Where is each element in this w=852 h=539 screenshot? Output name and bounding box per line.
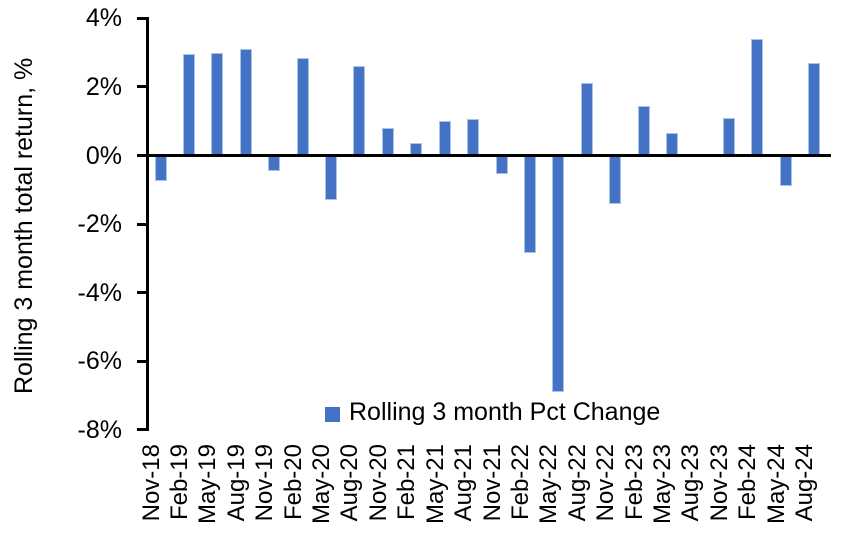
y-axis-tick <box>137 154 148 157</box>
x-axis-label-Nov-21: Nov-21 <box>478 444 506 522</box>
y-axis-tick-label: -4% <box>77 278 122 307</box>
x-axis-label-Nov-22: Nov-22 <box>592 444 620 522</box>
x-axis-label-Aug-21: Aug-21 <box>450 444 478 522</box>
bar-Nov-23[interactable] <box>722 117 735 156</box>
x-axis-label-Nov-20: Nov-20 <box>364 444 392 522</box>
x-axis-label-Feb-23: Feb-23 <box>620 444 648 521</box>
x-axis-label-Feb-20: Feb-20 <box>279 444 307 521</box>
x-axis-label-Feb-22: Feb-22 <box>506 444 534 521</box>
bar-Nov-18[interactable] <box>154 155 167 182</box>
y-axis-tick <box>137 291 148 295</box>
bar-Aug-24[interactable] <box>808 62 821 156</box>
x-axis-label-May-20: May-20 <box>308 444 336 525</box>
x-axis-label-May-21: May-21 <box>421 444 449 525</box>
x-axis-label-Aug-24: Aug-24 <box>791 444 819 522</box>
y-axis-tick <box>137 359 148 363</box>
x-axis-label-May-23: May-23 <box>649 444 677 525</box>
x-axis-label-Nov-23: Nov-23 <box>705 444 733 522</box>
y-axis-title: Rolling 3 month total return, % <box>10 57 38 394</box>
x-axis-label-May-22: May-22 <box>535 444 563 525</box>
x-axis-label-Aug-23: Aug-23 <box>677 444 705 522</box>
x-axis-label-May-24: May-24 <box>762 444 790 525</box>
bar-Feb-20[interactable] <box>296 57 309 156</box>
y-axis-tick-label: 2% <box>85 72 122 101</box>
y-axis-tick <box>137 222 148 226</box>
bar-Nov-21[interactable] <box>495 155 508 175</box>
bar-May-20[interactable] <box>325 155 338 201</box>
y-axis-tick <box>137 16 148 20</box>
y-axis-tick-label: -2% <box>77 210 122 239</box>
x-axis-label-Nov-18: Nov-18 <box>137 444 165 522</box>
bar-Aug-19[interactable] <box>239 49 252 156</box>
y-axis-tick-label: 4% <box>85 4 122 33</box>
x-axis-label-Feb-24: Feb-24 <box>734 444 762 521</box>
bar-Aug-22[interactable] <box>580 83 593 156</box>
bar-May-19[interactable] <box>211 52 224 156</box>
bar-Feb-23[interactable] <box>637 105 650 156</box>
x-axis-label-Feb-21: Feb-21 <box>393 444 421 521</box>
bar-May-23[interactable] <box>666 133 679 156</box>
legend-color-swatch <box>325 406 340 422</box>
bar-Aug-21[interactable] <box>467 119 480 156</box>
legend[interactable]: Rolling 3 month Pct Change <box>325 399 660 425</box>
x-axis-label-Aug-22: Aug-22 <box>563 444 591 522</box>
bar-Feb-24[interactable] <box>751 38 764 156</box>
bar-Nov-22[interactable] <box>609 155 622 204</box>
x-axis-label-May-19: May-19 <box>194 444 222 525</box>
bar-May-21[interactable] <box>438 121 451 156</box>
bar-Feb-22[interactable] <box>523 155 536 254</box>
y-axis-tick-label: -8% <box>77 415 122 444</box>
bar-Nov-19[interactable] <box>268 155 281 171</box>
bar-Aug-20[interactable] <box>353 66 366 156</box>
y-axis-tick <box>137 85 148 89</box>
x-axis-zero-line <box>146 154 831 157</box>
y-axis-tick-label: -6% <box>77 347 122 376</box>
bar-Nov-20[interactable] <box>381 128 394 156</box>
x-axis-label-Aug-20: Aug-20 <box>336 444 364 522</box>
x-axis-label-Aug-19: Aug-19 <box>222 444 250 522</box>
bar-May-24[interactable] <box>779 155 792 187</box>
bar-May-22[interactable] <box>552 155 565 393</box>
y-axis-tick-label: 0% <box>85 141 122 170</box>
x-axis-label-Feb-19: Feb-19 <box>165 444 193 521</box>
bar-Feb-19[interactable] <box>182 54 195 156</box>
y-axis-tick <box>137 428 148 432</box>
legend-label: Rolling 3 month Pct Change <box>349 398 661 426</box>
x-axis-label-Nov-19: Nov-19 <box>251 444 279 522</box>
